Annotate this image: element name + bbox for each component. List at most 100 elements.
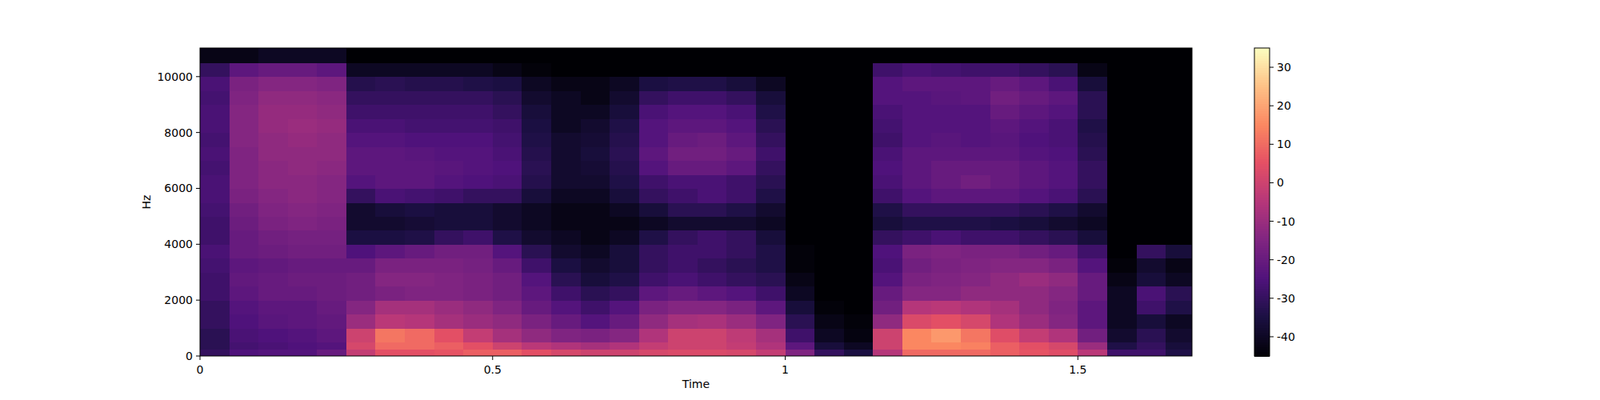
heatmap-cell [492,90,523,105]
heatmap-cell [668,230,698,245]
heatmap-cell [609,272,640,287]
heatmap-cell [1107,188,1137,203]
heatmap-cell [960,258,991,273]
heatmap-cell [814,132,844,148]
heatmap-cell [521,300,552,315]
heatmap-cell [756,258,786,273]
heatmap-cell [434,202,464,217]
heatmap-cell [1107,328,1137,343]
heatmap-cell [960,216,991,231]
heatmap-cell [521,146,552,161]
x-tick [784,356,786,360]
heatmap-cell [346,202,376,217]
heatmap-cell [931,132,961,148]
heatmap-cell [902,146,932,161]
heatmap-cell [258,230,288,245]
heatmap-cell [258,90,288,105]
heatmap-cell [872,118,903,133]
heatmap-cell [1048,62,1079,77]
heatmap-cell [960,104,991,120]
heatmap-cell [316,62,347,77]
heatmap-cell [697,48,728,64]
heatmap-cell [814,342,844,350]
heatmap-cell [434,216,464,231]
heatmap-cell [1077,216,1108,231]
heatmap-cell [463,272,493,287]
heatmap-cell [1107,132,1137,148]
heatmap-cell [609,76,640,92]
heatmap-cell [580,272,611,287]
heatmap-cell [1165,244,1192,259]
heatmap-cell [463,202,493,217]
heatmap-cell [346,146,376,161]
heatmap-cell [434,160,464,176]
heatmap-cell [785,216,816,231]
heatmap-cell [668,48,698,64]
heatmap-cell [814,216,844,231]
x-tick [1077,356,1079,360]
heatmap-cell [404,328,435,343]
heatmap-cell [639,174,669,189]
heatmap-cell [931,244,961,259]
heatmap-cell [902,132,932,148]
heatmap-cell [580,342,611,350]
heatmap-cell [521,244,552,259]
heatmap-cell [1107,348,1137,356]
heatmap-cell [1107,342,1137,350]
heatmap-cell [1136,188,1167,203]
heatmap-cell [902,118,932,133]
heatmap-cell [668,118,698,133]
heatmap-cell [609,62,640,77]
heatmap-cell [346,328,376,343]
colorbar-tick-label: -30 [1276,292,1296,305]
heatmap-cell [375,328,405,343]
heatmap-cell [960,62,991,77]
heatmap-cell [639,314,669,329]
heatmap-cell [580,230,611,245]
heatmap-cell [521,174,552,189]
heatmap-cell [785,272,816,287]
heatmap-cell [200,90,230,105]
heatmap-cell [1048,76,1079,92]
heatmap-cell [726,174,756,189]
heatmap-cell [258,188,288,203]
heatmap-cell [990,230,1020,245]
heatmap-cell [668,188,698,203]
heatmap-cell [521,314,552,329]
heatmap-cell [288,216,318,231]
heatmap-cell [1077,272,1108,287]
heatmap-cell [346,160,376,176]
heatmap-cell [609,202,640,217]
heatmap-cell [814,146,844,161]
heatmap-cell [960,48,991,64]
heatmap-cell [404,132,435,148]
heatmap-cell [814,230,844,245]
heatmap-cell [463,342,493,350]
heatmap-cell [609,160,640,176]
heatmap-cell [229,118,260,133]
heatmap-cell [375,118,405,133]
heatmap-cell [463,48,493,64]
heatmap-cell [960,314,991,329]
heatmap-cell [404,62,435,77]
heatmap-cell [521,272,552,287]
heatmap-cell [404,104,435,120]
heatmap-cell [844,146,874,161]
heatmap-cell [814,244,844,259]
heatmap-cell [580,188,611,203]
heatmap-cell [872,160,903,176]
heatmap-cell [463,244,493,259]
heatmap-cell [1077,76,1108,92]
heatmap-cell [229,90,260,105]
heatmap-cell [375,348,405,356]
heatmap-cell [1048,272,1079,287]
heatmap-cell [404,174,435,189]
heatmap-cell [288,300,318,315]
heatmap-cell [492,244,523,259]
heatmap-cell [1077,104,1108,120]
heatmap-cell [697,272,728,287]
heatmap-cell [1077,286,1108,301]
heatmap-cell [1107,314,1137,329]
heatmap-cell [1077,300,1108,315]
heatmap-cell [785,90,816,105]
